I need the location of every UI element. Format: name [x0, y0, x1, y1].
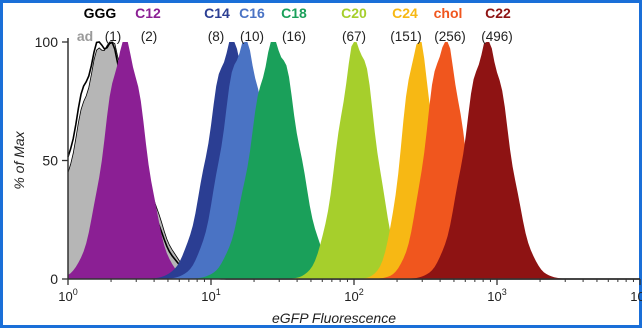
y-tick-label: 50 [42, 153, 58, 169]
histogram-curves [67, 41, 640, 280]
x-tick-label: 102 [344, 287, 363, 304]
y-tick-label: 0 [50, 271, 58, 287]
series-name-c20: C20 [341, 5, 367, 21]
chart-axes: 0 50 100 100 101 102 103 104 % of Max eGFP Fluore… [11, 34, 642, 326]
series-value-c20: (67) [342, 29, 366, 44]
series-name-c18: C18 [281, 5, 307, 21]
series-labels: ad (1) GGG C12 (2) C14 (8) C16 (10) C18 (16) C20 (67… [77, 5, 513, 44]
series-value-chol: (256) [434, 29, 466, 44]
y-axis-label: % of Max [11, 130, 27, 189]
series-name-c24: C24 [392, 5, 418, 21]
curve-c20 [68, 42, 640, 279]
series-value-c22: (496) [481, 29, 513, 44]
x-tick-label: 100 [58, 287, 77, 304]
series-value-c12: (2) [141, 29, 158, 44]
series-name-chol: chol [434, 5, 463, 21]
x-tick-label: 103 [487, 287, 506, 304]
curve-c22 [68, 42, 640, 279]
series-name-c12: C12 [135, 5, 161, 21]
x-tick-label: 104 [630, 287, 642, 304]
curve-c12 [68, 42, 640, 279]
series-value-c14: (8) [208, 29, 225, 44]
series-value-ad: (1) [105, 29, 122, 44]
x-tick-label: 101 [201, 287, 220, 304]
series-value-c18: (16) [282, 29, 306, 44]
curve-c16 [68, 42, 640, 279]
series-value-c24: (151) [390, 29, 422, 44]
series-name-c14: C14 [204, 5, 230, 21]
series-name-ggg: GGG [84, 5, 117, 21]
series-name-c22: C22 [485, 5, 511, 21]
series-name-ad: ad [77, 28, 93, 44]
series-name-c16: C16 [239, 5, 265, 21]
y-tick-label: 100 [35, 34, 59, 50]
series-value-c16: (10) [240, 29, 264, 44]
x-axis-label: eGFP Fluorescence [272, 310, 396, 326]
